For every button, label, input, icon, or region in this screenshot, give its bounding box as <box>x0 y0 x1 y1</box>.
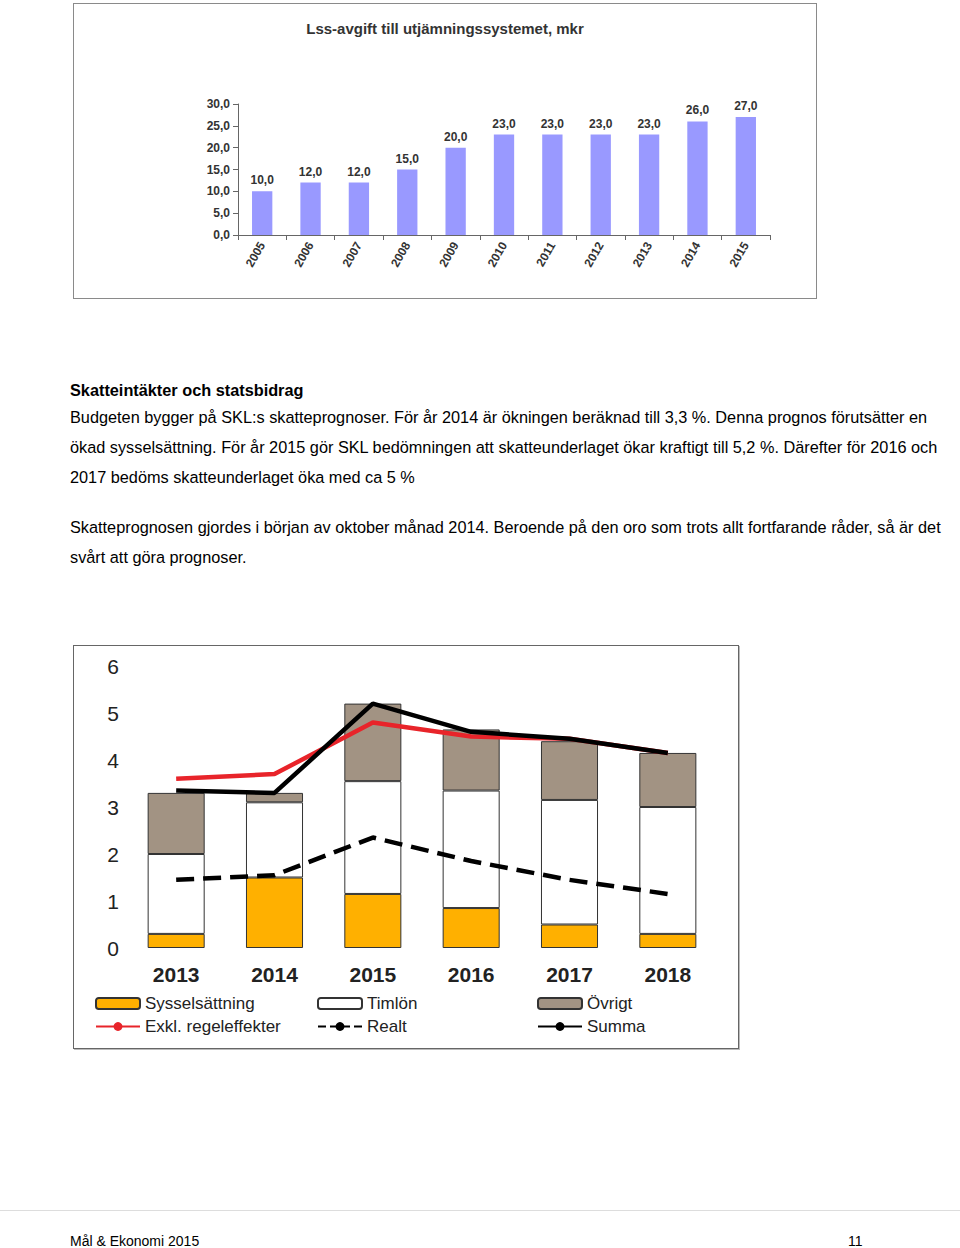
svg-text:Summa: Summa <box>587 1017 646 1036</box>
svg-text:2005: 2005 <box>243 239 269 269</box>
svg-text:12,0: 12,0 <box>299 165 323 179</box>
html-text:Budgeten bygger på SKL:s skatt: Budgeten bygger på SKL:s skatteprognoser… <box>70 408 938 486</box>
svg-text:20,0: 20,0 <box>207 141 231 155</box>
svg-text:1: 1 <box>107 890 119 913</box>
svg-text:Realt: Realt <box>367 1017 407 1036</box>
svg-text:26,0: 26,0 <box>686 103 710 117</box>
svg-text:15,0: 15,0 <box>207 163 231 177</box>
svg-text:27,0: 27,0 <box>734 99 758 113</box>
svg-text:2013: 2013 <box>153 963 200 986</box>
svg-text:10,0: 10,0 <box>207 184 231 198</box>
html-text:Skatteintäkter och statsbidrag: Skatteintäkter och statsbidrag <box>70 381 304 399</box>
svg-text:2015: 2015 <box>726 239 752 269</box>
svg-text:2014: 2014 <box>678 239 704 269</box>
svg-text:6: 6 <box>107 655 119 678</box>
svg-text:2015: 2015 <box>349 963 396 986</box>
svg-text:2014: 2014 <box>251 963 298 986</box>
svg-text:25,0: 25,0 <box>207 119 231 133</box>
svg-text:2: 2 <box>107 843 119 866</box>
svg-text:10,0: 10,0 <box>251 173 275 187</box>
svg-text:0,0: 0,0 <box>213 228 230 242</box>
svg-text:4: 4 <box>107 749 119 772</box>
svg-text:12,0: 12,0 <box>347 165 371 179</box>
svg-text:23,0: 23,0 <box>589 117 613 131</box>
svg-text:2008: 2008 <box>388 239 414 269</box>
svg-text:23,0: 23,0 <box>637 117 661 131</box>
svg-text:2009: 2009 <box>436 239 462 269</box>
svg-text:Exkl. regeleffekter: Exkl. regeleffekter <box>145 1017 281 1036</box>
html-text:Mål & Ekonomi 2015: Mål & Ekonomi 2015 <box>70 1233 200 1248</box>
svg-text:2012: 2012 <box>581 239 607 269</box>
svg-text:20,0: 20,0 <box>444 130 468 144</box>
svg-text:2010: 2010 <box>485 239 511 269</box>
svg-text:Sysselsättning: Sysselsättning <box>145 994 255 1013</box>
svg-text:30,0: 30,0 <box>207 97 231 111</box>
svg-text:2006: 2006 <box>291 239 317 269</box>
svg-text:Timlön: Timlön <box>367 994 417 1013</box>
svg-text:2011: 2011 <box>533 239 558 269</box>
svg-text:23,0: 23,0 <box>541 117 565 131</box>
svg-text:5,0: 5,0 <box>213 206 230 220</box>
svg-text:5: 5 <box>107 702 119 725</box>
html-text:11: 11 <box>848 1233 863 1248</box>
svg-text:Lss-avgift till utjämningssyst: Lss-avgift till utjämningssystemet, mkr <box>306 20 584 37</box>
html-text:Skatteprognosen gjordes i börj: Skatteprognosen gjordes i början av okto… <box>70 518 941 566</box>
svg-text:2013: 2013 <box>630 239 656 269</box>
svg-text:23,0: 23,0 <box>492 117 516 131</box>
svg-text:Övrigt: Övrigt <box>587 994 633 1013</box>
svg-text:3: 3 <box>107 796 119 819</box>
svg-text:2017: 2017 <box>546 963 593 986</box>
svg-text:0: 0 <box>107 937 119 960</box>
svg-text:2016: 2016 <box>448 963 495 986</box>
svg-text:2007: 2007 <box>340 239 366 269</box>
svg-text:2018: 2018 <box>644 963 691 986</box>
svg-text:15,0: 15,0 <box>396 152 420 166</box>
